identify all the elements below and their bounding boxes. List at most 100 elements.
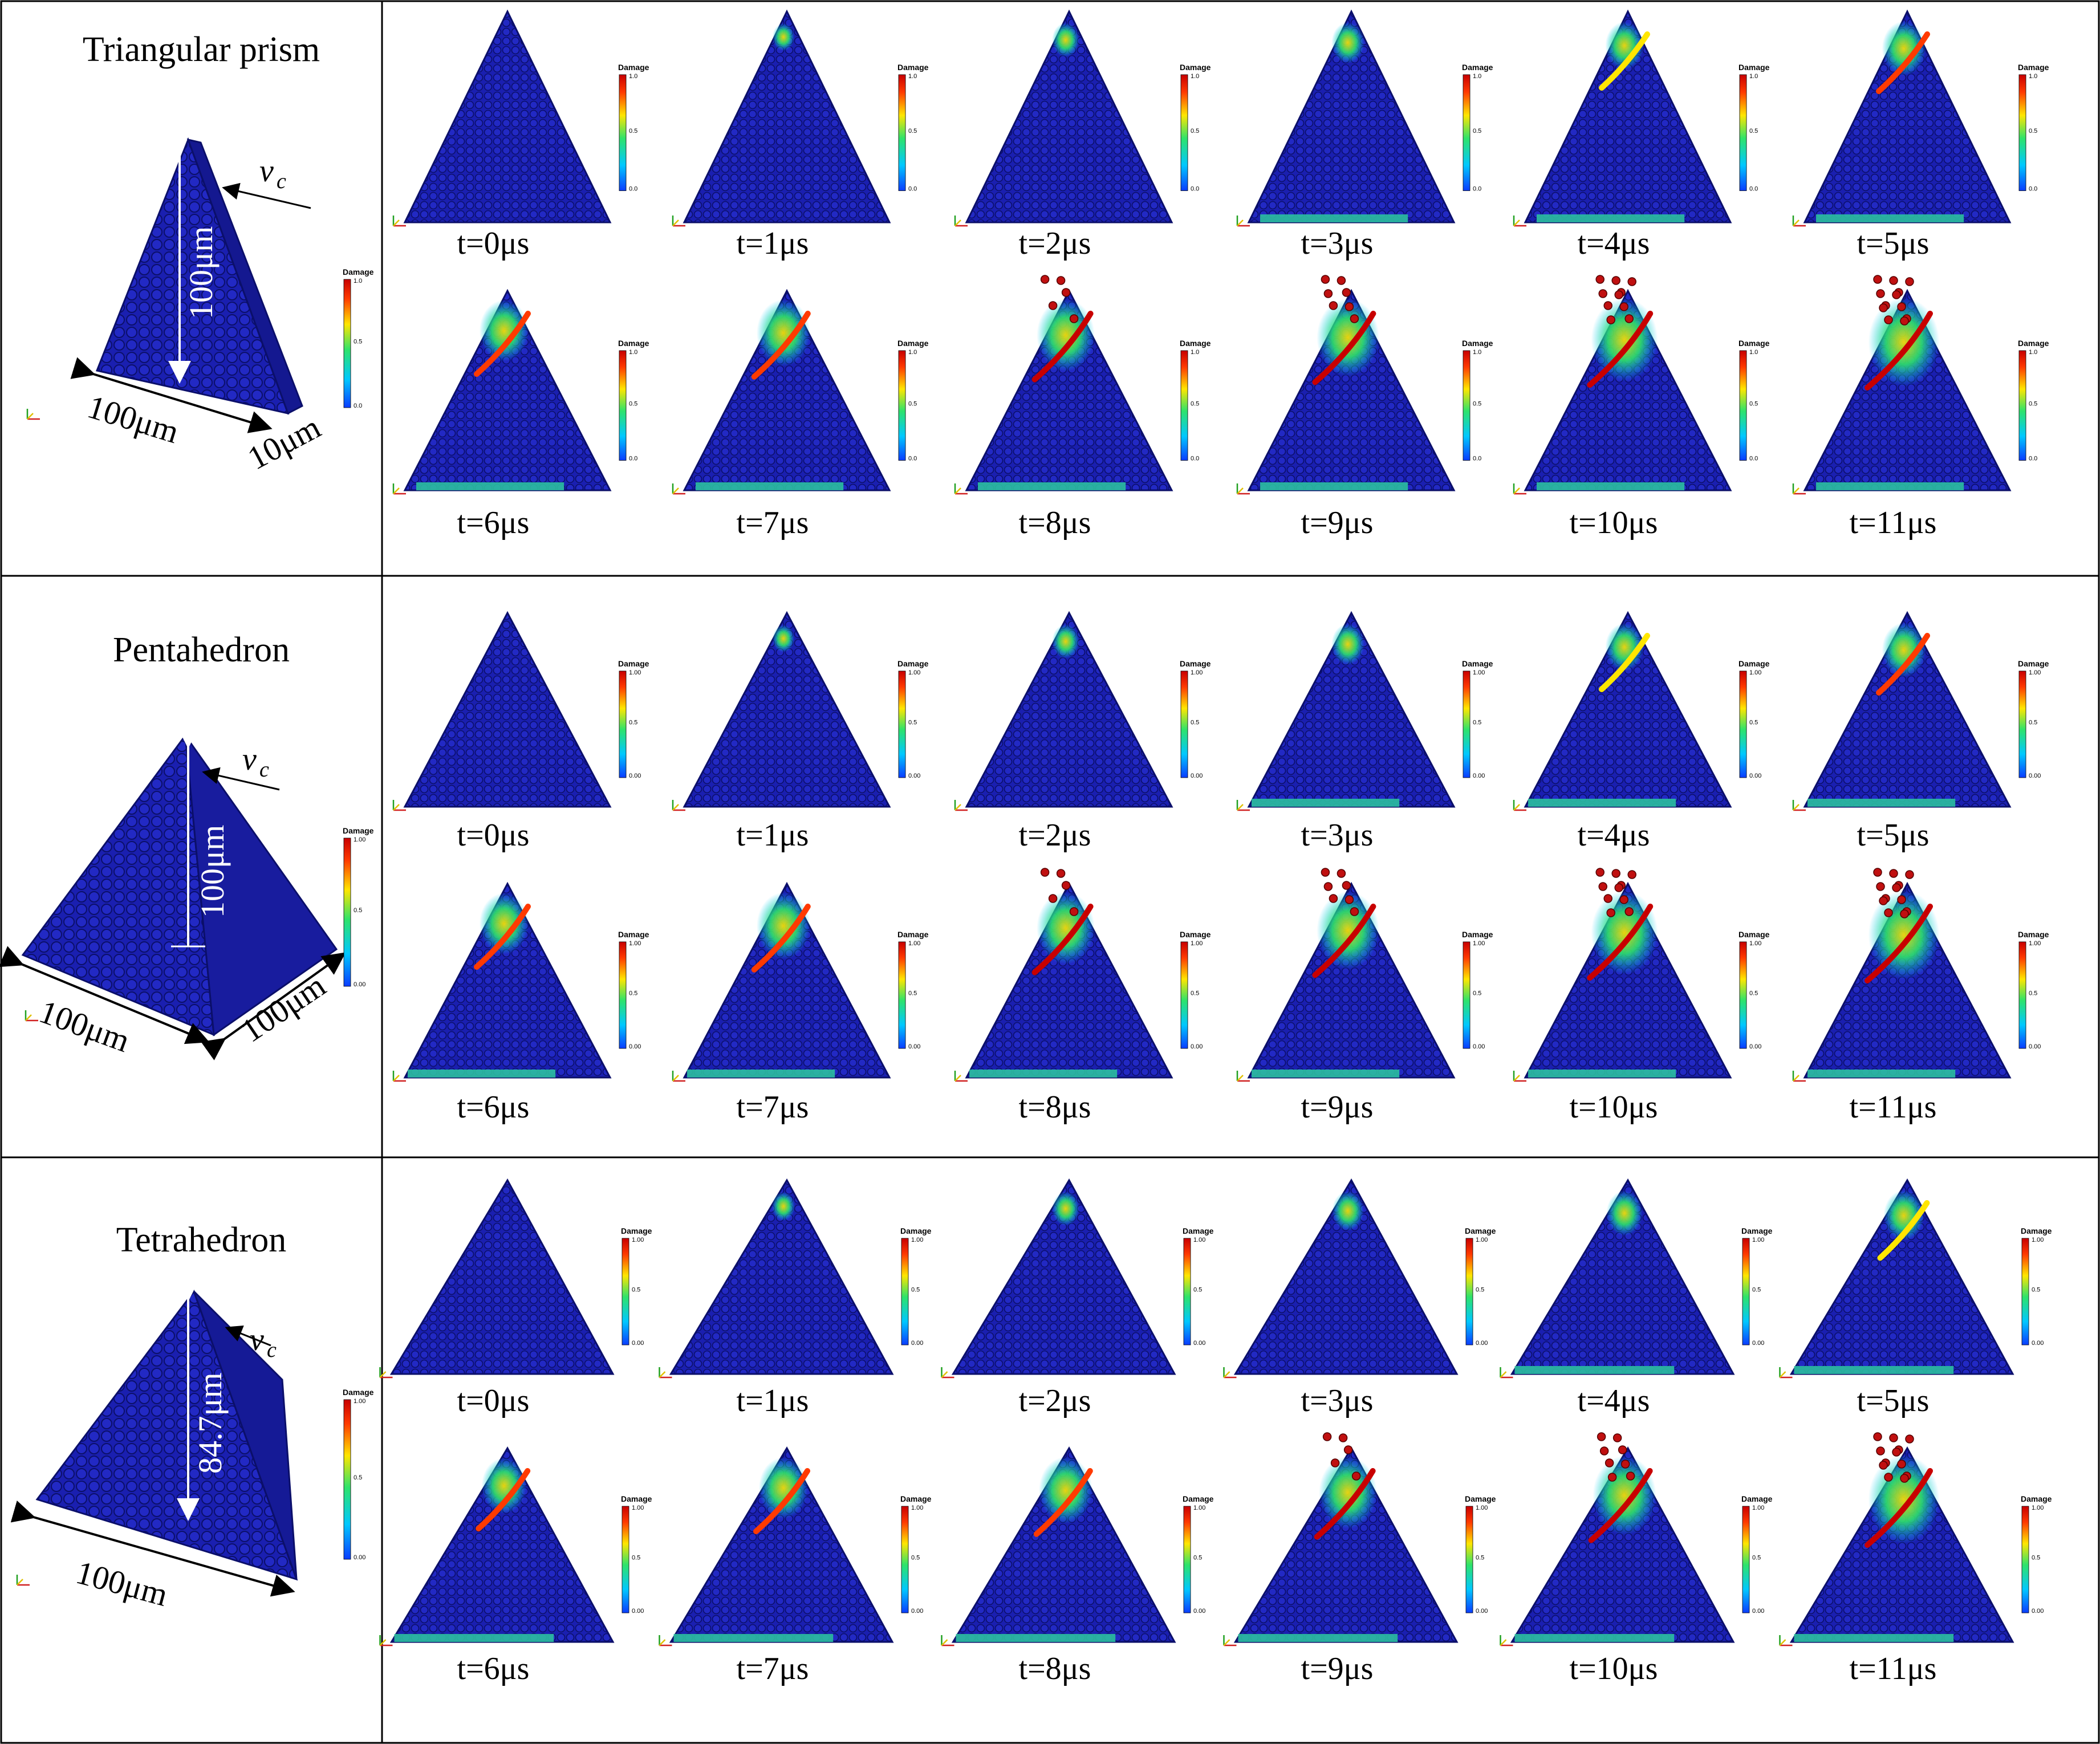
crack-band [751,311,811,380]
axes-triad-icon [1236,800,1250,811]
colorbar-tick: 0.5 [354,339,362,345]
colorbar-tick: 0.5 [911,1287,920,1294]
colorbar-tick: 1.00 [629,940,641,947]
colorbar-gradient [343,838,351,987]
colorbar-tick: 0.00 [1752,1608,1764,1615]
time-label: t=3μs [1301,1383,1374,1418]
colorbar-tick: 0.5 [1191,990,1199,997]
colorbar-tick: 0.00 [1193,1340,1205,1347]
colorbar-tick: 0.5 [1476,1555,1484,1562]
axes-triad-icon [1779,1367,1793,1379]
fragment-particle [1069,907,1079,916]
fragment-particle [1897,302,1906,311]
time-label: t=1μs [736,226,809,261]
fragment-particle [1618,1445,1627,1454]
damage-zone [1052,1192,1079,1226]
colorbar-tick: 0.00 [1476,1340,1488,1347]
colorbar-tick: 1.00 [629,669,641,676]
time-label: t=8μs [1018,505,1091,540]
colorbar-tick: 0.0 [1191,186,1199,193]
fragment-particle [1337,276,1346,285]
fragment-particle [1897,895,1906,904]
colorbar-tick: 0.5 [629,400,637,407]
colorbar-title: Damage [621,1226,652,1235]
colorbar-tick: 0.0 [1749,186,1758,193]
colorbar-tick: 0.5 [1752,1555,1761,1562]
colorbar-gradient [2021,1238,2029,1345]
axes-triad-icon [659,1635,672,1647]
base-damage-band [956,1634,1116,1642]
fragment-particle [1876,289,1885,298]
colorbar-title: Damage [2018,63,2049,72]
colorbar-title: Damage [1462,930,1493,939]
axes-triad-icon [1236,483,1250,495]
crack-band [1312,904,1376,978]
time-label: t=0μs [457,226,530,261]
colorbar-tick: 1.00 [908,940,920,947]
time-label: t=2μs [1018,1383,1091,1418]
colorbar-tick: 0.5 [1473,128,1481,135]
fragment-particle [1627,277,1636,286]
colorbar-tick: 0.00 [908,1043,920,1050]
colorbar-title: Damage [897,930,929,939]
crack-band [1588,1468,1653,1543]
colorbar-gradient [1739,941,1747,1049]
colorbar-gradient [2018,74,2026,191]
axes-triad-icon [1792,800,1806,811]
colorbar-tick: 0.00 [1473,1043,1485,1050]
colorbar-gradient [1463,74,1471,191]
fragment-particle [1884,315,1893,324]
time-label: t=3μs [1301,818,1374,853]
fragment-particle [1597,1432,1606,1441]
damage-zone [479,300,529,361]
colorbar-title: Damage [343,267,374,277]
crack-band [1587,311,1654,388]
axes-triad-icon [1513,483,1526,495]
base-damage-band [1252,1070,1400,1078]
particle-body [1233,1178,1459,1375]
colorbar-gradient [901,1238,909,1345]
colorbar-tick: 0.5 [1191,719,1199,726]
particle-body [403,611,612,808]
fragment-particle [1897,1460,1906,1469]
colorbar-tick: 1.00 [2032,1505,2044,1511]
axes-triad-icon [672,800,685,811]
colorbar-tick: 0.0 [629,456,637,462]
colorbar-tick: 1.0 [908,73,917,80]
time-label: t=5μs [1857,1383,1930,1418]
colorbar-gradient [1180,941,1188,1049]
time-label: t=4μs [1577,818,1650,853]
particle-body [683,611,891,808]
colorbar-gradient [343,1399,351,1560]
fragment-particle [1350,907,1359,916]
base-damage-band [1514,1366,1675,1374]
colorbar-title: Damage [1180,63,1211,72]
colorbar-tick: 1.00 [632,1237,644,1243]
fragment-particle [1603,894,1612,903]
height-dimension-label: 84.7μm [192,1372,229,1474]
fragment-particle [1614,290,1623,299]
particle-body [683,9,891,223]
axes-triad-icon [16,1575,30,1586]
fragment-particle [1345,895,1354,904]
damage-zone [1319,1456,1377,1529]
colorbar-tick: 0.00 [908,773,920,779]
fragment-particle [1599,1446,1609,1456]
colorbar-tick: 1.00 [1473,669,1485,676]
colorbar-gradient [343,279,351,408]
